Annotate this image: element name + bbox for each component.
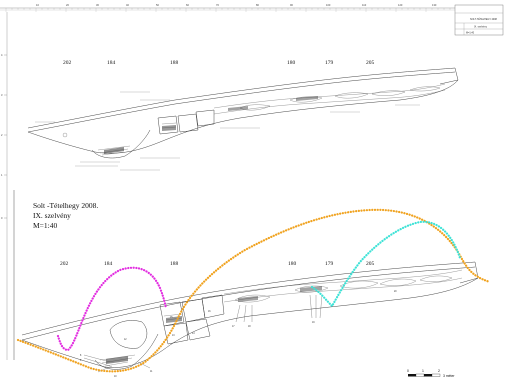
lower-section-drawing: 202 184 188 180 179 205 <box>21 261 479 378</box>
section-number: 180 <box>287 60 296 66</box>
ruler-label: 40 <box>126 3 129 7</box>
axis-label: 1 <box>1 173 3 177</box>
layer-label: 13 <box>172 335 175 337</box>
scale-label: 1 <box>422 369 424 373</box>
section-number: 205 <box>366 60 375 66</box>
layer-label: 12 <box>124 339 127 341</box>
section-number: 188 <box>170 261 179 267</box>
layer-label: 15 <box>170 317 173 319</box>
ruler-label: 10 <box>36 3 39 7</box>
cyan-dotted-outline <box>310 220 462 308</box>
ruler-label: 30 <box>96 3 99 7</box>
ruler-label: 120 <box>398 3 403 7</box>
ruler-label: 130 <box>432 3 437 7</box>
lower-pointer-lines <box>83 294 323 373</box>
section-number: 179 <box>325 261 334 267</box>
layer-label: 14 <box>192 333 195 335</box>
section-number: 179 <box>325 60 334 66</box>
scale-label: 0 <box>407 369 409 373</box>
scale-unit: 3 méter <box>443 374 455 378</box>
sheet-title-cell: IX. szelvény <box>474 26 488 29</box>
top-ruler: 10 20 30 40 50 60 70 80 90 100 110 120 1… <box>0 3 455 12</box>
ruler-label: 50 <box>156 3 159 7</box>
section-title: IX. szelvény <box>33 211 71 220</box>
scale-title: M=1:40 <box>33 221 57 230</box>
layer-label: 20 <box>394 291 397 293</box>
ruler-label: 90 <box>290 3 293 7</box>
scale-bar: 0 1 2 3 méter <box>407 369 455 378</box>
axis-label: 2 <box>1 133 3 137</box>
ruler-label: 110 <box>362 3 367 7</box>
ruler-label: 80 <box>256 3 259 7</box>
section-number: 202 <box>60 261 69 267</box>
section-number: 184 <box>107 60 116 66</box>
left-axis: 4 3 2 1 0 <box>1 12 15 360</box>
layer-label: 11 <box>150 371 153 373</box>
scale-label: 2 <box>438 369 440 373</box>
layer-label: 19 <box>312 322 315 324</box>
layer-label: 18 <box>248 326 251 328</box>
ruler-label: 100 <box>326 3 331 7</box>
magenta-dotted-outline <box>56 266 168 352</box>
upper-annotations <box>35 91 420 171</box>
axis-label: 0 <box>1 216 3 220</box>
section-number: 205 <box>366 261 375 267</box>
layer-label: 9 <box>80 360 82 362</box>
ruler-label: 70 <box>216 3 219 7</box>
ruler-label: 60 <box>186 3 189 7</box>
axis-label: 4 <box>1 53 3 57</box>
section-number: 180 <box>288 261 297 267</box>
section-number: 188 <box>170 60 179 66</box>
upper-section-drawing: 202 184 188 180 179 205 <box>27 60 459 171</box>
layer-label: 8 <box>80 355 82 357</box>
drawing-title-block: Solt -Tételhegy 2008. IX. szelvény M=1:4… <box>33 201 98 230</box>
section-number: 202 <box>63 60 72 66</box>
sheet-title-cell: M=1:40 <box>466 32 475 35</box>
section-number: 184 <box>104 261 113 267</box>
orange-dotted-outline <box>16 208 492 373</box>
layer-label: 10 <box>114 376 117 378</box>
site-title: Solt -Tételhegy 2008. <box>33 201 98 210</box>
layer-label: 16 <box>208 311 211 313</box>
ruler-label: 20 <box>66 3 69 7</box>
sheet-title-box: SOLT-TÉTELHEGY 2008 IX. szelvény M=1:40 <box>454 4 504 36</box>
axis-label: 3 <box>1 93 3 97</box>
sheet-title-cell: SOLT-TÉTELHEGY 2008 <box>470 18 498 21</box>
layer-label: 17 <box>232 326 235 328</box>
